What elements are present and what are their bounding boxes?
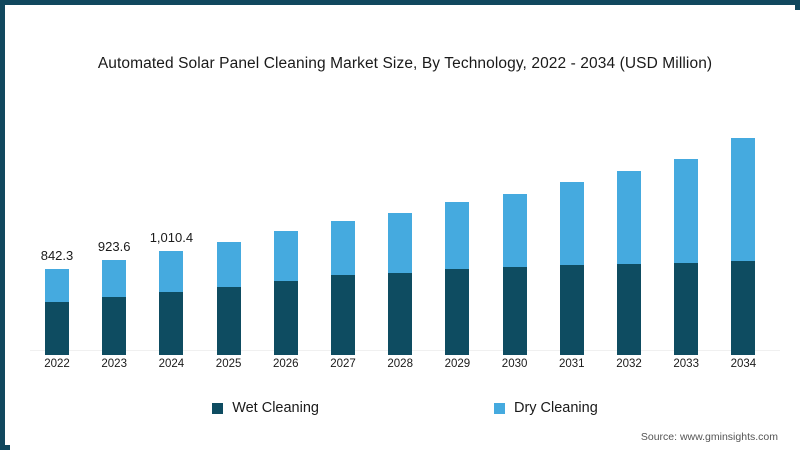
bar-segment-wet-cleaning[interactable] xyxy=(617,263,641,355)
bar-group[interactable] xyxy=(731,137,756,355)
source-attribution: Source: www.gminsights.com xyxy=(640,431,778,443)
x-axis-tick-2034: 2034 xyxy=(730,358,757,370)
bar-segment-dry-cleaning[interactable] xyxy=(388,213,413,273)
chart-canvas: Automated Solar Panel Cleaning Market Si… xyxy=(10,10,800,450)
legend-item-wet-cleaning[interactable]: Wet Cleaning xyxy=(212,400,319,416)
bar-segment-dry-cleaning[interactable] xyxy=(617,171,641,264)
x-axis-tick-2031: 2031 xyxy=(559,358,585,370)
x-axis-tick-2030: 2030 xyxy=(501,358,528,370)
bar-group[interactable] xyxy=(388,213,413,355)
bar-value-label: 923.6 xyxy=(97,239,131,255)
bar-segment-wet-cleaning[interactable] xyxy=(445,268,470,355)
bar-segment-dry-cleaning[interactable] xyxy=(445,202,470,269)
legend-swatch-wet-cleaning xyxy=(212,402,224,414)
plot-area: 842.3 2022 923.6 2023 1,010.4 2024 2025 2026 202… xyxy=(10,10,800,450)
legend-label-wet-cleaning: Wet Cleaning xyxy=(232,400,319,416)
legend-swatch-dry-cleaning xyxy=(493,402,505,414)
bar-segment-dry-cleaning[interactable] xyxy=(159,251,184,292)
bar-segment-wet-cleaning[interactable] xyxy=(159,291,184,355)
bar-segment-dry-cleaning[interactable] xyxy=(731,137,756,262)
bar-segment-dry-cleaning[interactable] xyxy=(102,260,127,298)
bar-group[interactable]: 842.3 xyxy=(41,248,73,355)
bar-segment-dry-cleaning[interactable] xyxy=(502,193,527,267)
bar-group[interactable] xyxy=(216,241,241,355)
bar-segment-dry-cleaning[interactable] xyxy=(559,181,584,266)
x-axis-tick-2024: 2024 xyxy=(158,358,185,370)
bar-segment-wet-cleaning[interactable] xyxy=(45,302,69,355)
bar-group[interactable] xyxy=(559,181,584,355)
bar-group[interactable]: 923.6 xyxy=(98,239,130,355)
chart-title: Automated Solar Panel Cleaning Market Si… xyxy=(97,55,713,72)
bar-value-label: 842.3 xyxy=(40,247,74,263)
legend-label-dry-cleaning: Dry Cleaning xyxy=(513,400,598,416)
bar-segment-wet-cleaning[interactable] xyxy=(731,261,756,355)
bar-segment-wet-cleaning[interactable] xyxy=(388,272,413,355)
x-axis-tick-2029: 2029 xyxy=(444,358,471,370)
bar-group[interactable] xyxy=(674,158,699,355)
x-axis-tick-2027: 2027 xyxy=(330,358,356,370)
x-axis-tick-2023: 2023 xyxy=(101,358,127,370)
bar-segment-wet-cleaning[interactable] xyxy=(216,286,241,355)
x-axis-tick-2032: 2032 xyxy=(616,358,642,370)
x-axis-tick-2022: 2022 xyxy=(44,358,70,370)
bar-segment-dry-cleaning[interactable] xyxy=(674,158,699,263)
bar-group[interactable] xyxy=(617,171,641,355)
bar-segment-wet-cleaning[interactable] xyxy=(674,262,699,355)
bar-group[interactable] xyxy=(502,193,527,355)
bar-group[interactable] xyxy=(445,202,470,355)
x-axis-tick-2033: 2033 xyxy=(673,358,699,370)
chart-legend: Wet Cleaning Dry Cleaning xyxy=(10,400,800,416)
bar-segment-dry-cleaning[interactable] xyxy=(45,268,69,303)
bar-segment-wet-cleaning[interactable] xyxy=(273,281,298,355)
x-axis-tick-2025: 2025 xyxy=(215,358,242,370)
bar-group[interactable] xyxy=(273,230,298,355)
bar-value-label: 1,010.4 xyxy=(149,230,194,246)
bar-group[interactable] xyxy=(331,221,355,355)
bar-segment-wet-cleaning[interactable] xyxy=(331,275,355,355)
bar-segment-wet-cleaning[interactable] xyxy=(102,297,127,355)
bar-group[interactable]: 1,010.4 xyxy=(150,230,193,355)
bar-segment-dry-cleaning[interactable] xyxy=(216,241,241,287)
bar-segment-dry-cleaning[interactable] xyxy=(331,221,355,276)
x-axis-tick-2028: 2028 xyxy=(387,358,413,370)
bar-segment-wet-cleaning[interactable] xyxy=(502,266,527,355)
legend-item-dry-cleaning[interactable]: Dry Cleaning xyxy=(493,400,598,416)
x-axis-tick-2026: 2026 xyxy=(273,358,299,370)
bar-segment-wet-cleaning[interactable] xyxy=(559,265,584,355)
bar-segment-dry-cleaning[interactable] xyxy=(273,230,298,282)
